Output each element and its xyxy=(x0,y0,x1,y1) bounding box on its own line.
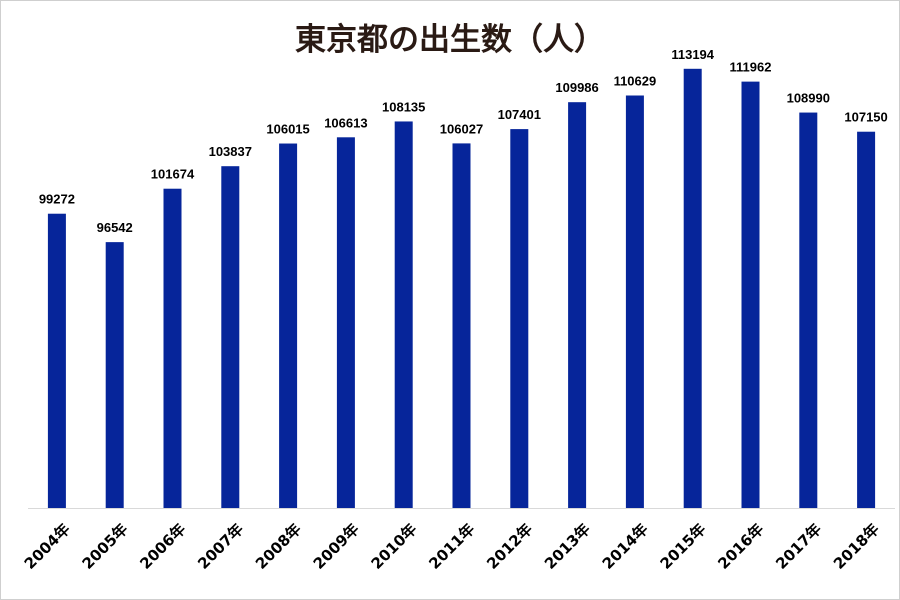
bar xyxy=(105,242,124,509)
bar xyxy=(857,131,876,508)
x-tick-label: 2018年 xyxy=(830,520,883,573)
x-tick-label: 2005年 xyxy=(79,520,132,573)
bar xyxy=(279,143,298,508)
data-label: 107150 xyxy=(844,110,887,125)
bar xyxy=(625,95,644,508)
x-tick-label: 2015年 xyxy=(657,520,710,573)
data-label: 99272 xyxy=(39,192,75,207)
data-label: 106027 xyxy=(440,121,483,136)
x-tick-label: 2016年 xyxy=(714,520,767,573)
x-tick-label: 2006年 xyxy=(136,520,189,573)
x-tick-label: 2013年 xyxy=(541,520,594,573)
data-label: 106015 xyxy=(266,122,309,137)
x-tick-label: 2010年 xyxy=(368,520,421,573)
bar xyxy=(510,129,529,508)
x-tick-label: 2009年 xyxy=(310,520,363,573)
bar xyxy=(568,102,587,508)
bar xyxy=(394,121,413,509)
bar xyxy=(336,137,355,509)
data-label: 113194 xyxy=(671,47,714,62)
data-label: 110629 xyxy=(614,73,657,88)
x-tick-label: 2012年 xyxy=(483,520,536,573)
data-label: 107401 xyxy=(498,107,541,122)
x-tick-label: 2014年 xyxy=(599,520,652,573)
data-label: 96542 xyxy=(97,220,133,235)
data-label: 103837 xyxy=(209,144,252,159)
bar xyxy=(683,68,702,508)
data-label: 108135 xyxy=(382,99,425,114)
x-tick-label: 2017年 xyxy=(772,520,825,573)
bar xyxy=(799,112,818,508)
data-label: 108990 xyxy=(787,91,830,106)
data-label: 101674 xyxy=(151,167,195,182)
data-label: 106613 xyxy=(324,115,367,130)
bar xyxy=(47,213,66,509)
x-tick-label: 2011年 xyxy=(425,520,478,573)
bar xyxy=(741,81,760,509)
bar xyxy=(221,166,240,508)
bar xyxy=(163,188,182,508)
data-label: 109986 xyxy=(555,80,598,95)
x-tick-label: 2004年 xyxy=(21,520,74,573)
chart-title: 東京都の出生数（人） xyxy=(295,22,605,58)
x-tick-label: 2007年 xyxy=(194,520,247,573)
data-label: 111962 xyxy=(730,60,772,75)
bar xyxy=(452,143,471,509)
x-tick-label: 2008年 xyxy=(252,520,305,573)
